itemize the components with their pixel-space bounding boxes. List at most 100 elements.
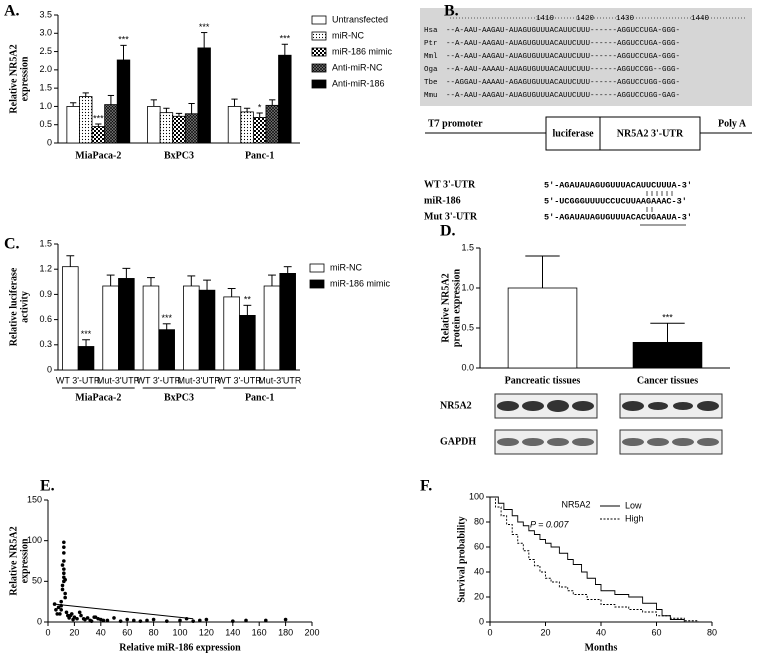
y-axis-label: protein expression — [451, 268, 462, 347]
y-tick-label: 1.0 — [461, 282, 474, 292]
y-tick-label: 3.0 — [39, 28, 52, 38]
panel-label: F. — [420, 478, 432, 495]
significance: *** — [662, 313, 673, 323]
x-tick-label: 40 — [96, 627, 106, 637]
point — [204, 617, 209, 622]
bar — [278, 54, 292, 144]
point — [64, 610, 69, 615]
legend-label: Anti-miR-NC — [332, 62, 383, 72]
y-tick-label: 150 — [27, 494, 42, 504]
y-tick-label: 60 — [474, 541, 484, 551]
x-tick-label: 40 — [596, 627, 606, 637]
pairing-marks — [640, 191, 686, 226]
legend-label: High — [625, 513, 644, 523]
alignment-sequence: --A-AAU-AAGAU-AUAGUGUUUACAUUCUUU------AG… — [446, 53, 680, 61]
bar — [240, 111, 254, 144]
significance: *** — [118, 35, 129, 45]
significance: *** — [280, 34, 291, 44]
x-tick-label: WT 3'-UTR — [137, 375, 182, 385]
y-tick-label: 3.5 — [39, 9, 52, 19]
species-label: Oga — [424, 66, 438, 74]
y-axis-label: Relative NR5A2 — [8, 526, 19, 595]
point — [62, 551, 66, 555]
x-tick-label: 0 — [487, 627, 492, 637]
significance: *** — [81, 329, 92, 339]
point — [118, 619, 123, 623]
point — [60, 563, 65, 567]
x-tick-label: 0 — [45, 627, 50, 637]
point — [264, 618, 268, 623]
y-axis-label: expression — [19, 56, 30, 101]
construct-label: Poly A — [718, 118, 747, 129]
point — [231, 619, 235, 623]
point — [60, 583, 65, 588]
pair-sequence: 5'-UCGGGUUUUCCUCUUAAGAAAC-3' — [544, 196, 687, 206]
y-tick-label: 100 — [27, 535, 42, 545]
y-tick-label: 0.5 — [39, 119, 52, 129]
point — [165, 619, 169, 623]
ruler-label: 1420 — [576, 15, 595, 23]
point — [71, 617, 75, 622]
y-tick-label: 80 — [474, 516, 484, 526]
point — [198, 618, 202, 623]
chart-title: NR5A2 — [561, 499, 590, 509]
x-tick-label: 60 — [122, 627, 132, 637]
point — [77, 610, 82, 615]
y-axis-label: Relative NR5A2 — [440, 273, 451, 342]
pair-label: Mut 3'-UTR — [424, 211, 478, 222]
x-tick-label: 20 — [69, 627, 79, 637]
legend-label: miR-NC — [330, 262, 362, 272]
point — [81, 616, 86, 621]
point — [63, 577, 67, 582]
species-label: Ptr — [424, 40, 438, 48]
western-blot — [494, 393, 723, 455]
luciferase-box — [545, 116, 601, 151]
bar — [279, 272, 296, 371]
panel-label: B. — [444, 3, 459, 20]
point — [62, 559, 66, 563]
y-tick-label: 1.5 — [39, 83, 52, 93]
bar — [507, 287, 578, 369]
x-tick-label: 200 — [304, 627, 319, 637]
bar — [91, 126, 106, 144]
bar — [102, 285, 119, 371]
panel-label: D. — [440, 223, 456, 240]
x-tick-label: 80 — [707, 627, 717, 637]
point — [145, 618, 149, 623]
significance: ** — [244, 295, 252, 305]
pair-label: WT 3'-UTR — [424, 179, 476, 190]
bar — [142, 285, 160, 371]
bar — [116, 59, 131, 144]
alignment-sequence: --A-AAU-AAGAU-AUAGUGUUUACAUUCUUU------AG… — [446, 40, 680, 48]
point — [105, 618, 110, 623]
point — [63, 595, 67, 600]
group-label: MiaPaca-2 — [75, 392, 121, 403]
point — [68, 613, 73, 618]
point — [101, 618, 106, 623]
point — [178, 618, 182, 623]
x-tick-label: 160 — [252, 627, 267, 637]
construct-label: luciferase — [552, 128, 594, 139]
survival-curve — [490, 496, 699, 622]
survival-curve — [490, 496, 685, 622]
point — [56, 605, 61, 610]
y-tick-label: 40 — [474, 566, 484, 576]
utr-box — [599, 116, 701, 151]
alignment-sequence: --A-AAU-AAAAU-AUAGUGUUUACAUUCUUU------AG… — [446, 66, 680, 74]
x-tick-label: Mut-3'UTR — [178, 375, 222, 385]
y-tick-label: 2.5 — [39, 46, 52, 56]
bar — [79, 96, 93, 144]
x-tick-label: 20 — [540, 627, 550, 637]
species-label: Mml — [424, 53, 438, 61]
x-axis-label: Months — [585, 642, 618, 653]
legend-label: miR-186 mimic — [330, 278, 391, 288]
y-tick-label: 1.2 — [39, 264, 52, 274]
x-tick-label: MiaPaca-2 — [75, 150, 121, 161]
point — [60, 587, 65, 592]
point — [55, 612, 60, 616]
y-tick-label: 1.5 — [461, 242, 474, 252]
pair-label: miR-186 — [424, 195, 461, 206]
alignment-sequence: --A-AAU-AAGAU-AUAGUGUUUACAUUCUUU------AG… — [446, 27, 680, 35]
panel-label: C. — [4, 236, 20, 253]
